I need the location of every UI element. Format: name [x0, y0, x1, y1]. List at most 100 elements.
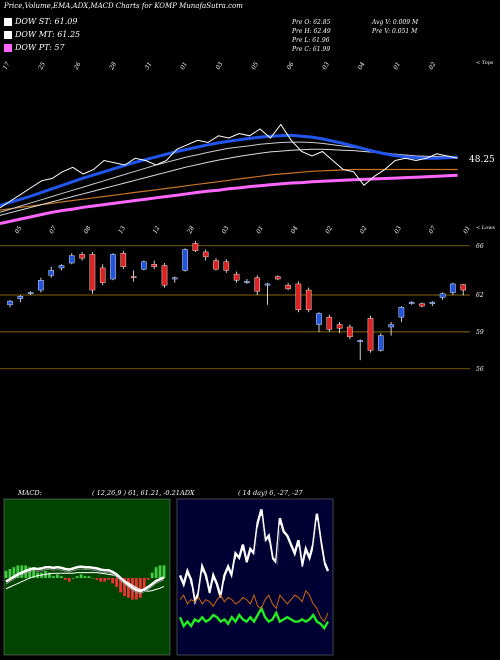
macd-histogram-bar: [146, 578, 150, 580]
macd-histogram-bar: [150, 572, 154, 578]
minus-di-line: [179, 589, 329, 623]
ohlc-avg-volume: Avg V: 0.009 M: [372, 19, 419, 26]
macd-histogram-bar: [12, 567, 16, 578]
bottom-date-label: 01: [462, 225, 472, 235]
top-date-label: 03: [321, 61, 331, 71]
macd-params: ( 12,26,9 ) 61, 61.21, -0.21: [92, 489, 180, 497]
candle-up: [398, 307, 405, 318]
macd-histogram-bar: [79, 574, 83, 578]
bottom-date-label: 05: [14, 225, 24, 235]
candle-down: [79, 254, 85, 259]
candle-up: [429, 302, 436, 304]
macd-histogram-bar: [123, 578, 126, 596]
macd-histogram-bar: [99, 578, 103, 582]
price-tick-label: 66: [476, 243, 484, 250]
legend-dow-st: DOW ST: 61.09: [4, 17, 77, 26]
macd-histogram-bar: [87, 576, 91, 578]
macd-histogram-bar: [127, 578, 130, 598]
candle-down: [367, 318, 374, 351]
candle-down: [120, 252, 127, 267]
macd-histogram-bar: [4, 570, 8, 578]
macd-mid-line: [5, 568, 165, 595]
candle-down: [326, 316, 333, 330]
legend-swatch-pt: [4, 43, 12, 52]
macd-title: MACD:: [18, 489, 42, 497]
bottom-date-label: 02: [359, 225, 369, 235]
legend-swatch-st: [4, 17, 12, 26]
macd-histogram-bar: [16, 565, 20, 578]
ema-fast-line: [0, 133, 458, 207]
plus-di-line: [178, 605, 330, 631]
top-date-label: 03: [215, 61, 225, 71]
candle-down: [419, 303, 425, 307]
top-date-label: 26: [72, 61, 82, 72]
macd-histogram-bar: [48, 572, 51, 578]
adx-params: ( 14 day) 6, -27, -27: [238, 489, 303, 497]
top-date-label: 01: [179, 61, 189, 71]
candle-up: [244, 281, 250, 283]
ohlc-close: Pre C: 61.99: [292, 46, 331, 53]
candle-up: [388, 324, 394, 328]
macd-histogram-bar: [67, 578, 71, 582]
bottom-date-label: 08: [83, 225, 93, 235]
candle-down: [275, 276, 281, 280]
legend-label-mt: DOW MT: 61.25: [15, 30, 81, 39]
candle-up: [17, 296, 24, 299]
bottom-date-label: 07: [48, 225, 58, 235]
candle-up: [38, 280, 44, 291]
bottom-date-label: 03: [393, 225, 403, 235]
price-tick-label: 59: [476, 329, 484, 336]
candle-down: [460, 284, 467, 291]
macd-histogram-bar: [154, 567, 158, 578]
adx-line: [178, 509, 330, 607]
candle-up: [68, 255, 75, 264]
legend-label-st: DOW ST: 61.09: [15, 17, 78, 26]
candle-up: [110, 254, 116, 280]
ema-value-label: 48.25: [469, 155, 495, 165]
top-date-label: 02: [428, 61, 438, 71]
candle-down: [295, 283, 302, 310]
adx-panel: [176, 498, 334, 656]
legend-label-pt: DOW PT: 57: [15, 43, 65, 52]
macd-histogram-bar: [8, 569, 12, 578]
macd-histogram-bar: [142, 578, 146, 589]
bottom-date-label: 01: [255, 225, 265, 235]
macd-histogram-bar: [83, 576, 87, 578]
adx-title: ADX: [180, 489, 195, 497]
macd-signal-line: [5, 572, 165, 592]
candle-up: [264, 283, 271, 286]
ema-pt-line: [0, 173, 458, 225]
bottom-date-label: 02: [324, 225, 334, 235]
ohlc-prev-volume: Pre V: 0.051 M: [372, 28, 418, 35]
bottom-date-label: 03: [221, 225, 231, 235]
close-line: [0, 123, 458, 209]
candle-down: [336, 324, 343, 329]
candle-down: [202, 251, 209, 258]
candle-up: [182, 249, 188, 271]
macd-histogram-bar: [63, 578, 67, 580]
macd-histogram-bar: [28, 567, 32, 578]
bottom-date-label: 13: [117, 225, 127, 235]
macd-histogram-bar: [111, 578, 115, 584]
adx-inner-line: [179, 515, 329, 611]
candle-down: [347, 326, 353, 338]
ema-long-line: [0, 168, 458, 211]
candle-down: [223, 261, 230, 271]
candle-up: [357, 340, 364, 342]
top-date-label: 25: [37, 61, 47, 72]
candle-down: [305, 289, 312, 310]
legend-dow-mt: DOW MT: 61.25: [4, 30, 80, 39]
top-date-label: 31: [144, 61, 154, 71]
macd-histogram-bar: [107, 578, 111, 580]
candle-down: [89, 254, 96, 291]
macd-histogram-bar: [91, 578, 95, 579]
bottom-date-label: 04: [290, 225, 300, 235]
candle-down: [192, 243, 199, 251]
top-date-label: 17: [2, 61, 12, 71]
macd-histogram-bar: [115, 578, 118, 587]
candle-up: [408, 302, 415, 304]
macd-histogram-bar: [32, 567, 36, 578]
top-date-label: 04: [357, 61, 367, 71]
